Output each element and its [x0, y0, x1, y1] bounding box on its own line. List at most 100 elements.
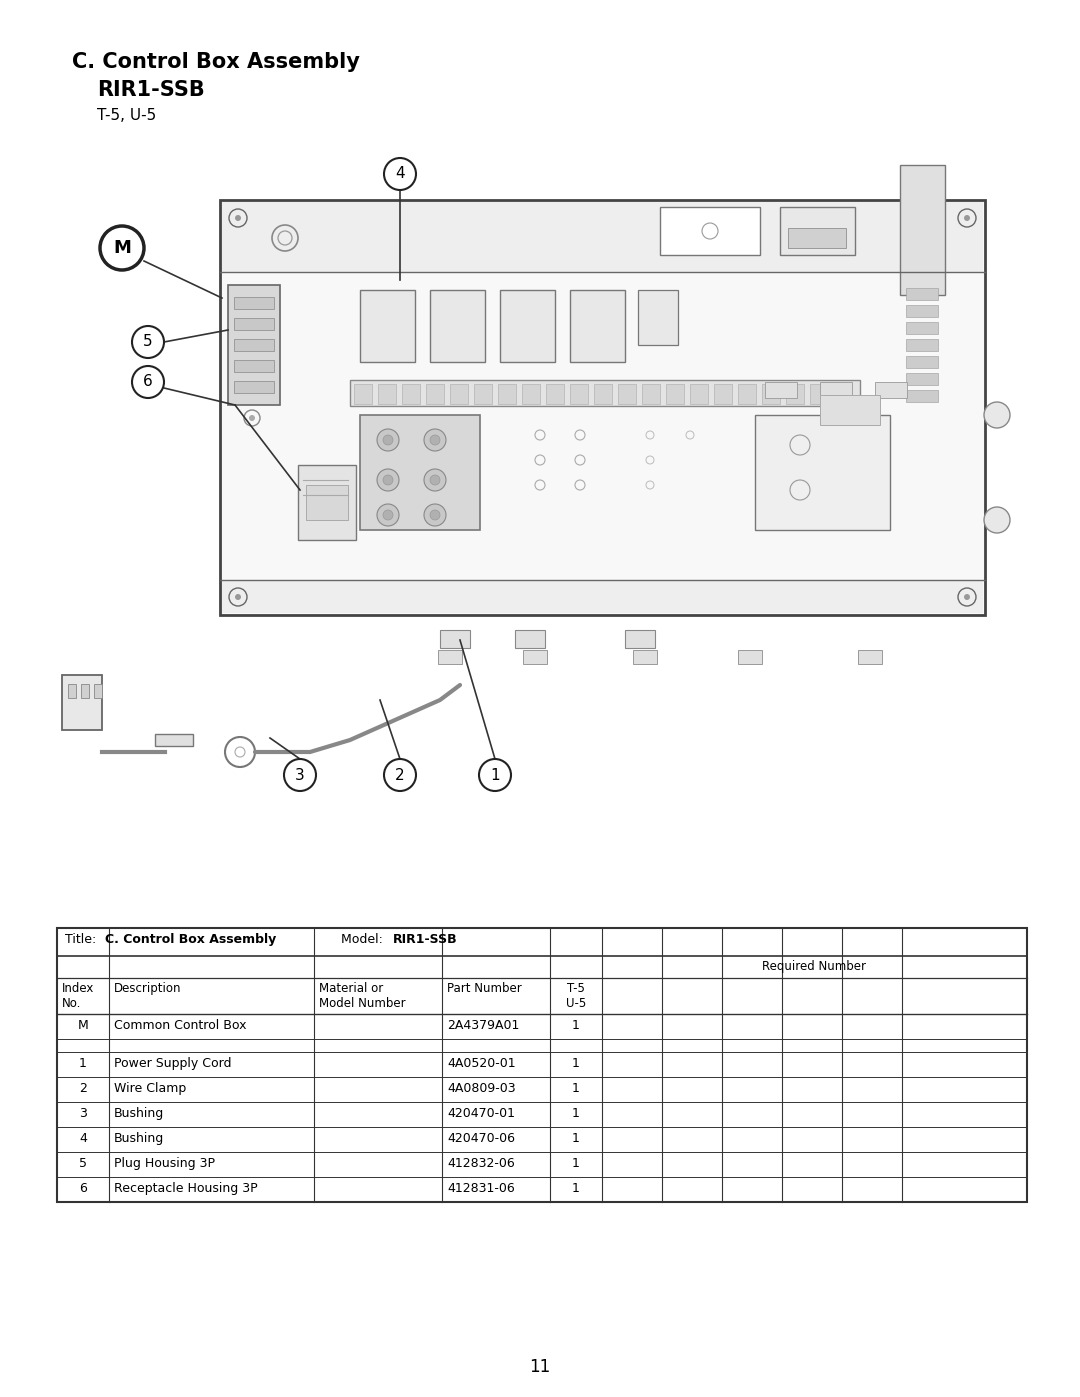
Circle shape	[249, 415, 255, 420]
Text: 1: 1	[572, 1106, 580, 1120]
Bar	[765, 381, 797, 398]
Bar	[234, 298, 274, 309]
Text: M: M	[78, 1018, 89, 1032]
Circle shape	[100, 226, 144, 270]
Text: 412831-06: 412831-06	[447, 1182, 515, 1194]
Text: Wire Clamp: Wire Clamp	[114, 1083, 186, 1095]
Bar	[820, 381, 852, 398]
Circle shape	[430, 510, 440, 520]
Bar	[690, 384, 708, 404]
Bar	[762, 384, 780, 404]
Bar	[906, 305, 939, 317]
Bar	[234, 339, 274, 351]
Bar	[618, 384, 636, 404]
Text: Bushing: Bushing	[114, 1132, 164, 1146]
Bar	[755, 415, 890, 529]
Text: 3: 3	[295, 767, 305, 782]
Text: T-5
U-5: T-5 U-5	[566, 982, 586, 1010]
Bar	[546, 384, 564, 404]
Circle shape	[235, 215, 241, 221]
Bar	[906, 321, 939, 334]
Bar	[906, 339, 939, 351]
Text: 6: 6	[144, 374, 153, 390]
Text: 1: 1	[79, 1058, 86, 1070]
Bar	[633, 650, 657, 664]
Bar	[234, 381, 274, 393]
Bar	[906, 356, 939, 367]
Bar	[306, 485, 348, 520]
Bar	[354, 384, 372, 404]
Bar	[222, 580, 983, 613]
Text: RIR1-SSB: RIR1-SSB	[97, 80, 205, 101]
Text: C. Control Box Assembly: C. Control Box Assembly	[105, 933, 276, 946]
Bar	[820, 395, 880, 425]
Bar	[570, 291, 625, 362]
Text: 1: 1	[572, 1182, 580, 1194]
Circle shape	[377, 469, 399, 490]
Text: 1: 1	[572, 1132, 580, 1146]
Circle shape	[377, 504, 399, 527]
Bar	[786, 384, 804, 404]
Bar	[906, 390, 939, 402]
Text: Required Number: Required Number	[762, 960, 866, 972]
Bar	[875, 381, 907, 398]
Bar	[810, 384, 828, 404]
Text: 4: 4	[79, 1132, 86, 1146]
Circle shape	[964, 215, 970, 221]
Bar	[298, 465, 356, 541]
Bar	[450, 384, 468, 404]
Bar	[57, 928, 1027, 1201]
Bar	[638, 291, 678, 345]
Circle shape	[384, 158, 416, 190]
Bar	[570, 384, 588, 404]
Circle shape	[430, 475, 440, 485]
Text: 6: 6	[79, 1182, 86, 1194]
Bar	[523, 650, 546, 664]
Bar	[515, 630, 545, 648]
Text: 4A0809-03: 4A0809-03	[447, 1083, 515, 1095]
Text: Part Number: Part Number	[447, 982, 522, 995]
Text: 4: 4	[395, 166, 405, 182]
Bar	[666, 384, 684, 404]
Circle shape	[424, 429, 446, 451]
Circle shape	[424, 504, 446, 527]
Bar	[360, 291, 415, 362]
Text: RIR1-SSB: RIR1-SSB	[393, 933, 458, 946]
Circle shape	[964, 594, 970, 599]
Bar	[220, 200, 985, 615]
Text: Receptacle Housing 3P: Receptacle Housing 3P	[114, 1182, 258, 1194]
Bar	[402, 384, 420, 404]
Bar	[360, 415, 480, 529]
Bar	[900, 165, 945, 295]
Text: 1: 1	[572, 1157, 580, 1171]
Text: Index
No.: Index No.	[62, 982, 94, 1010]
Text: 5: 5	[144, 334, 152, 349]
Bar	[81, 685, 89, 698]
Bar	[426, 384, 444, 404]
Circle shape	[383, 510, 393, 520]
Bar	[498, 384, 516, 404]
Bar	[430, 291, 485, 362]
Text: 2: 2	[79, 1083, 86, 1095]
Bar	[738, 384, 756, 404]
Text: Bushing: Bushing	[114, 1106, 164, 1120]
Circle shape	[132, 366, 164, 398]
Text: C. Control Box Assembly: C. Control Box Assembly	[72, 52, 360, 73]
Text: Title:: Title:	[65, 933, 100, 946]
Bar	[500, 291, 555, 362]
Bar	[738, 650, 762, 664]
Text: 2A4379A01: 2A4379A01	[447, 1018, 519, 1032]
Bar	[788, 228, 846, 249]
Circle shape	[383, 434, 393, 446]
Text: 1: 1	[572, 1058, 580, 1070]
Bar	[780, 207, 855, 256]
Text: Plug Housing 3P: Plug Housing 3P	[114, 1157, 215, 1171]
Bar	[68, 685, 76, 698]
Circle shape	[235, 594, 241, 599]
Circle shape	[480, 759, 511, 791]
Text: T-5, U-5: T-5, U-5	[97, 108, 157, 123]
Text: Power Supply Cord: Power Supply Cord	[114, 1058, 231, 1070]
Text: Model:: Model:	[325, 933, 387, 946]
Bar	[378, 384, 396, 404]
Bar	[62, 675, 102, 731]
